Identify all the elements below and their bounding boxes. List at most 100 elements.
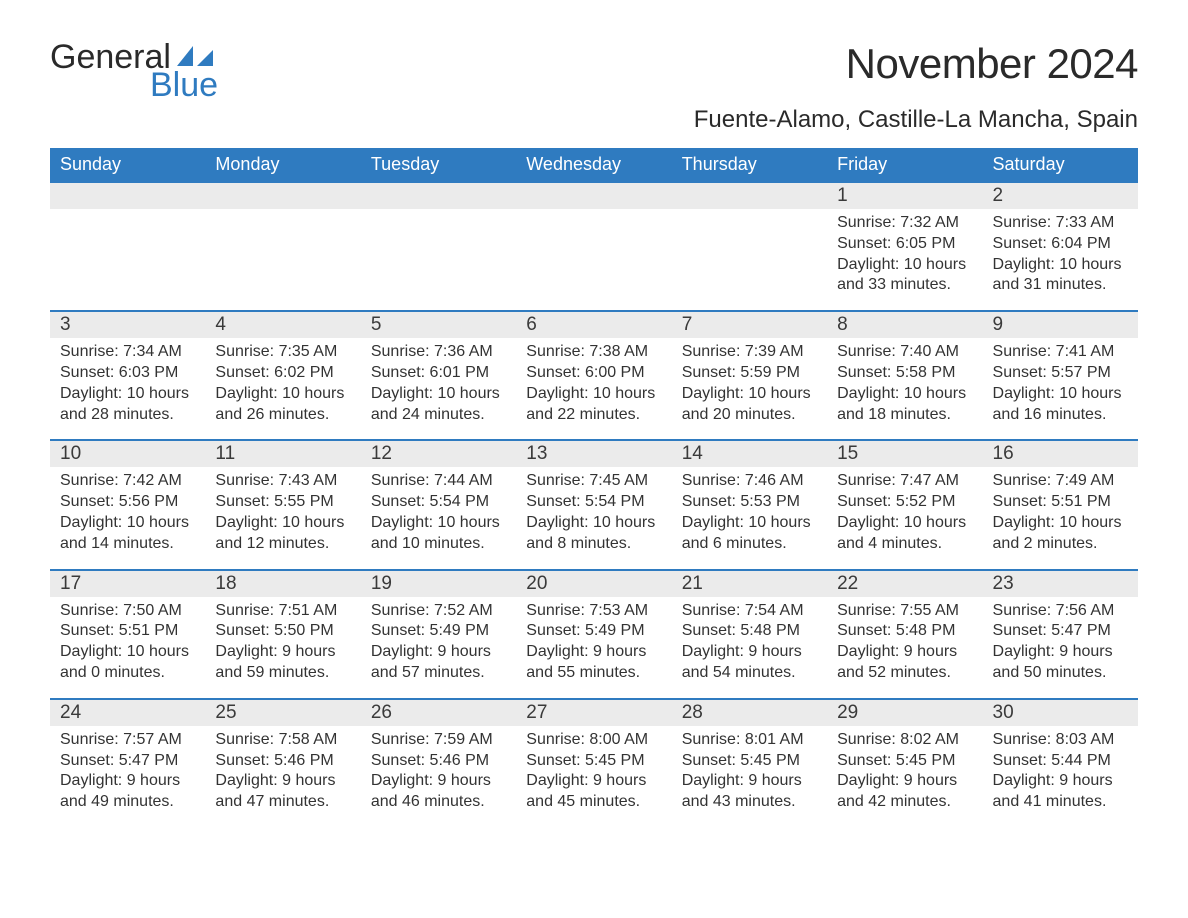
day-number: 29 bbox=[827, 700, 982, 726]
daylight-text: Daylight: 9 hours and 46 minutes. bbox=[371, 771, 506, 813]
sunset-text: Sunset: 5:48 PM bbox=[682, 621, 817, 642]
sunrise-text: Sunrise: 7:49 AM bbox=[993, 471, 1128, 492]
day-cell: Sunrise: 7:54 AMSunset: 5:48 PMDaylight:… bbox=[672, 597, 827, 698]
day-number: 25 bbox=[205, 700, 360, 726]
sunset-text: Sunset: 5:44 PM bbox=[993, 751, 1128, 772]
day-cell: Sunrise: 7:38 AMSunset: 6:00 PMDaylight:… bbox=[516, 338, 671, 439]
daylight-text: Daylight: 10 hours and 26 minutes. bbox=[215, 384, 350, 426]
content-row: Sunrise: 7:57 AMSunset: 5:47 PMDaylight:… bbox=[50, 726, 1138, 827]
day-cell: Sunrise: 7:51 AMSunset: 5:50 PMDaylight:… bbox=[205, 597, 360, 698]
day-number: 28 bbox=[672, 700, 827, 726]
day-number: 15 bbox=[827, 441, 982, 467]
week: 12Sunrise: 7:32 AMSunset: 6:05 PMDayligh… bbox=[50, 181, 1138, 310]
day-cell: Sunrise: 7:45 AMSunset: 5:54 PMDaylight:… bbox=[516, 467, 671, 568]
day-cell: Sunrise: 7:44 AMSunset: 5:54 PMDaylight:… bbox=[361, 467, 516, 568]
day-number: 5 bbox=[361, 312, 516, 338]
daynum-strip: 12 bbox=[50, 183, 1138, 209]
day-number: 23 bbox=[983, 571, 1138, 597]
daylight-text: Daylight: 9 hours and 43 minutes. bbox=[682, 771, 817, 813]
day-cell: Sunrise: 7:32 AMSunset: 6:05 PMDaylight:… bbox=[827, 209, 982, 310]
sunrise-text: Sunrise: 7:43 AM bbox=[215, 471, 350, 492]
day-cell: Sunrise: 7:36 AMSunset: 6:01 PMDaylight:… bbox=[361, 338, 516, 439]
sunrise-text: Sunrise: 7:38 AM bbox=[526, 342, 661, 363]
logo: General Blue bbox=[50, 40, 218, 102]
sunset-text: Sunset: 5:47 PM bbox=[993, 621, 1128, 642]
sunset-text: Sunset: 5:51 PM bbox=[993, 492, 1128, 513]
sunset-text: Sunset: 6:03 PM bbox=[60, 363, 195, 384]
sunset-text: Sunset: 5:56 PM bbox=[60, 492, 195, 513]
day-cell: Sunrise: 8:00 AMSunset: 5:45 PMDaylight:… bbox=[516, 726, 671, 827]
logo-line2: Blue bbox=[150, 68, 218, 102]
day-cell: Sunrise: 7:41 AMSunset: 5:57 PMDaylight:… bbox=[983, 338, 1138, 439]
day-cell: Sunrise: 7:49 AMSunset: 5:51 PMDaylight:… bbox=[983, 467, 1138, 568]
day-cell bbox=[672, 209, 827, 310]
sunrise-text: Sunrise: 7:41 AM bbox=[993, 342, 1128, 363]
sunset-text: Sunset: 5:45 PM bbox=[682, 751, 817, 772]
daylight-text: Daylight: 9 hours and 41 minutes. bbox=[993, 771, 1128, 813]
day-number: 8 bbox=[827, 312, 982, 338]
day-number: 27 bbox=[516, 700, 671, 726]
sunrise-text: Sunrise: 7:33 AM bbox=[993, 213, 1128, 234]
week: 10111213141516Sunrise: 7:42 AMSunset: 5:… bbox=[50, 439, 1138, 568]
day-number bbox=[672, 183, 827, 209]
day-number bbox=[516, 183, 671, 209]
daylight-text: Daylight: 10 hours and 18 minutes. bbox=[837, 384, 972, 426]
sunset-text: Sunset: 6:01 PM bbox=[371, 363, 506, 384]
day-number: 18 bbox=[205, 571, 360, 597]
day-cell: Sunrise: 7:50 AMSunset: 5:51 PMDaylight:… bbox=[50, 597, 205, 698]
day-cell bbox=[50, 209, 205, 310]
day-cell: Sunrise: 7:35 AMSunset: 6:02 PMDaylight:… bbox=[205, 338, 360, 439]
day-cell: Sunrise: 7:33 AMSunset: 6:04 PMDaylight:… bbox=[983, 209, 1138, 310]
sunset-text: Sunset: 5:59 PM bbox=[682, 363, 817, 384]
sunset-text: Sunset: 5:48 PM bbox=[837, 621, 972, 642]
sunrise-text: Sunrise: 8:00 AM bbox=[526, 730, 661, 751]
sunset-text: Sunset: 5:46 PM bbox=[371, 751, 506, 772]
daylight-text: Daylight: 10 hours and 14 minutes. bbox=[60, 513, 195, 555]
sunrise-text: Sunrise: 7:35 AM bbox=[215, 342, 350, 363]
daynum-strip: 10111213141516 bbox=[50, 441, 1138, 467]
daylight-text: Daylight: 9 hours and 49 minutes. bbox=[60, 771, 195, 813]
sunrise-text: Sunrise: 7:45 AM bbox=[526, 471, 661, 492]
sunset-text: Sunset: 5:49 PM bbox=[526, 621, 661, 642]
day-number: 17 bbox=[50, 571, 205, 597]
day-number: 3 bbox=[50, 312, 205, 338]
sunset-text: Sunset: 5:50 PM bbox=[215, 621, 350, 642]
sunrise-text: Sunrise: 7:57 AM bbox=[60, 730, 195, 751]
content-row: Sunrise: 7:32 AMSunset: 6:05 PMDaylight:… bbox=[50, 209, 1138, 310]
day-cell: Sunrise: 8:03 AMSunset: 5:44 PMDaylight:… bbox=[983, 726, 1138, 827]
weekday-header: Monday bbox=[205, 148, 360, 181]
day-number: 6 bbox=[516, 312, 671, 338]
daylight-text: Daylight: 10 hours and 2 minutes. bbox=[993, 513, 1128, 555]
daylight-text: Daylight: 9 hours and 55 minutes. bbox=[526, 642, 661, 684]
daylight-text: Daylight: 10 hours and 4 minutes. bbox=[837, 513, 972, 555]
sunset-text: Sunset: 5:54 PM bbox=[526, 492, 661, 513]
day-cell: Sunrise: 7:53 AMSunset: 5:49 PMDaylight:… bbox=[516, 597, 671, 698]
daylight-text: Daylight: 10 hours and 6 minutes. bbox=[682, 513, 817, 555]
sunrise-text: Sunrise: 7:47 AM bbox=[837, 471, 972, 492]
daylight-text: Daylight: 10 hours and 28 minutes. bbox=[60, 384, 195, 426]
daylight-text: Daylight: 9 hours and 50 minutes. bbox=[993, 642, 1128, 684]
sunrise-text: Sunrise: 7:52 AM bbox=[371, 601, 506, 622]
day-number: 4 bbox=[205, 312, 360, 338]
sunrise-text: Sunrise: 7:46 AM bbox=[682, 471, 817, 492]
day-cell: Sunrise: 7:42 AMSunset: 5:56 PMDaylight:… bbox=[50, 467, 205, 568]
sunrise-text: Sunrise: 7:53 AM bbox=[526, 601, 661, 622]
day-cell: Sunrise: 7:46 AMSunset: 5:53 PMDaylight:… bbox=[672, 467, 827, 568]
sunrise-text: Sunrise: 8:03 AM bbox=[993, 730, 1128, 751]
header: General Blue November 2024 Fuente-Alamo,… bbox=[50, 40, 1138, 134]
title-block: November 2024 Fuente-Alamo, Castille-La … bbox=[694, 40, 1138, 134]
day-cell: Sunrise: 7:56 AMSunset: 5:47 PMDaylight:… bbox=[983, 597, 1138, 698]
day-number: 11 bbox=[205, 441, 360, 467]
weeks-container: 12Sunrise: 7:32 AMSunset: 6:05 PMDayligh… bbox=[50, 181, 1138, 827]
sunset-text: Sunset: 5:45 PM bbox=[526, 751, 661, 772]
day-number: 16 bbox=[983, 441, 1138, 467]
daylight-text: Daylight: 9 hours and 47 minutes. bbox=[215, 771, 350, 813]
day-number: 21 bbox=[672, 571, 827, 597]
weekday-header: Wednesday bbox=[516, 148, 671, 181]
day-cell: Sunrise: 7:39 AMSunset: 5:59 PMDaylight:… bbox=[672, 338, 827, 439]
daylight-text: Daylight: 10 hours and 24 minutes. bbox=[371, 384, 506, 426]
daylight-text: Daylight: 10 hours and 10 minutes. bbox=[371, 513, 506, 555]
content-row: Sunrise: 7:50 AMSunset: 5:51 PMDaylight:… bbox=[50, 597, 1138, 698]
day-number bbox=[361, 183, 516, 209]
day-cell: Sunrise: 8:02 AMSunset: 5:45 PMDaylight:… bbox=[827, 726, 982, 827]
